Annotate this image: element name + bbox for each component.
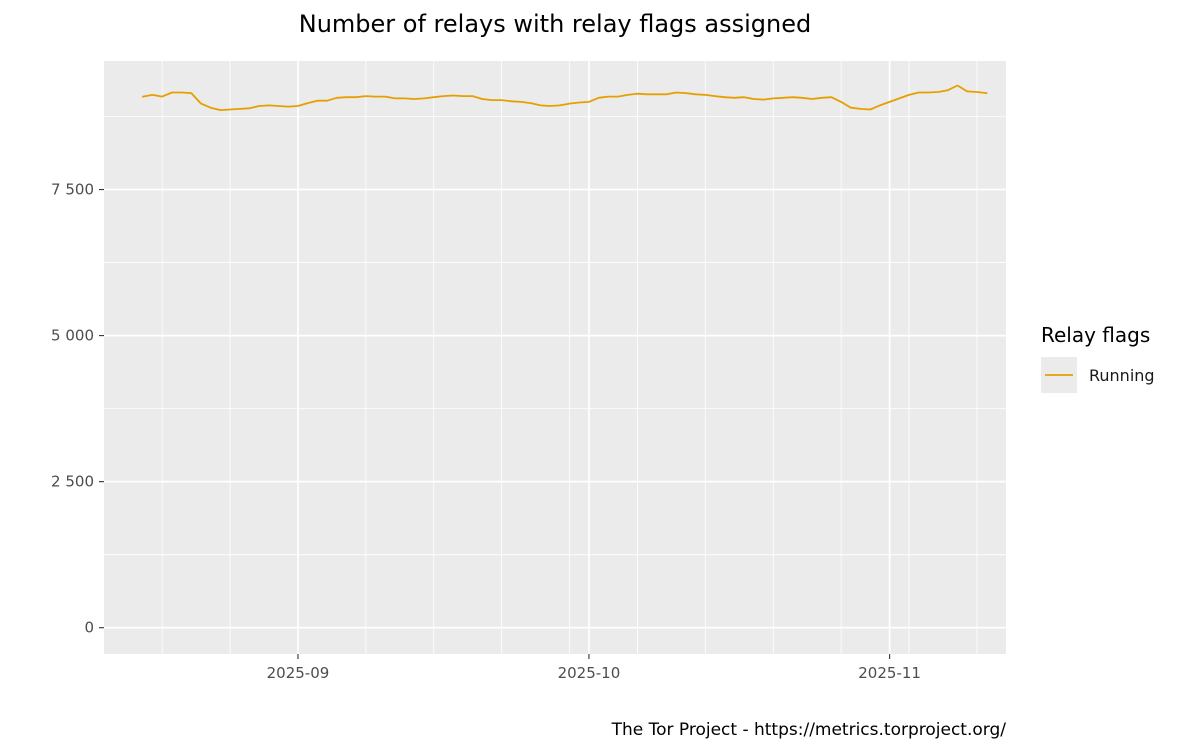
x-tick-label: 2025-11 xyxy=(858,664,921,682)
chart-caption: The Tor Project - https://metrics.torpro… xyxy=(611,720,1007,740)
y-axis: 0 2 500 5 000 7 500 xyxy=(51,181,104,637)
chart-title: Number of relays with relay flags assign… xyxy=(299,10,812,38)
legend-title: Relay flags xyxy=(1041,323,1150,347)
plot-panel xyxy=(104,61,1006,654)
series-line-running xyxy=(141,84,988,111)
y-tick-label: 7 500 xyxy=(51,181,94,199)
legend-label-running: Running xyxy=(1089,366,1155,385)
major-gridlines xyxy=(104,61,1006,654)
y-tick-label: 5 000 xyxy=(51,327,94,345)
y-tick-label: 2 500 xyxy=(51,473,94,491)
series-layer xyxy=(141,84,988,111)
x-axis: 2025-09 2025-10 2025-11 xyxy=(267,654,921,682)
y-tick-label: 0 xyxy=(84,619,94,637)
minor-gridlines xyxy=(104,61,1006,654)
legend: Relay flags Running xyxy=(1041,323,1155,393)
x-tick-label: 2025-09 xyxy=(267,664,330,682)
x-tick-label: 2025-10 xyxy=(558,664,621,682)
